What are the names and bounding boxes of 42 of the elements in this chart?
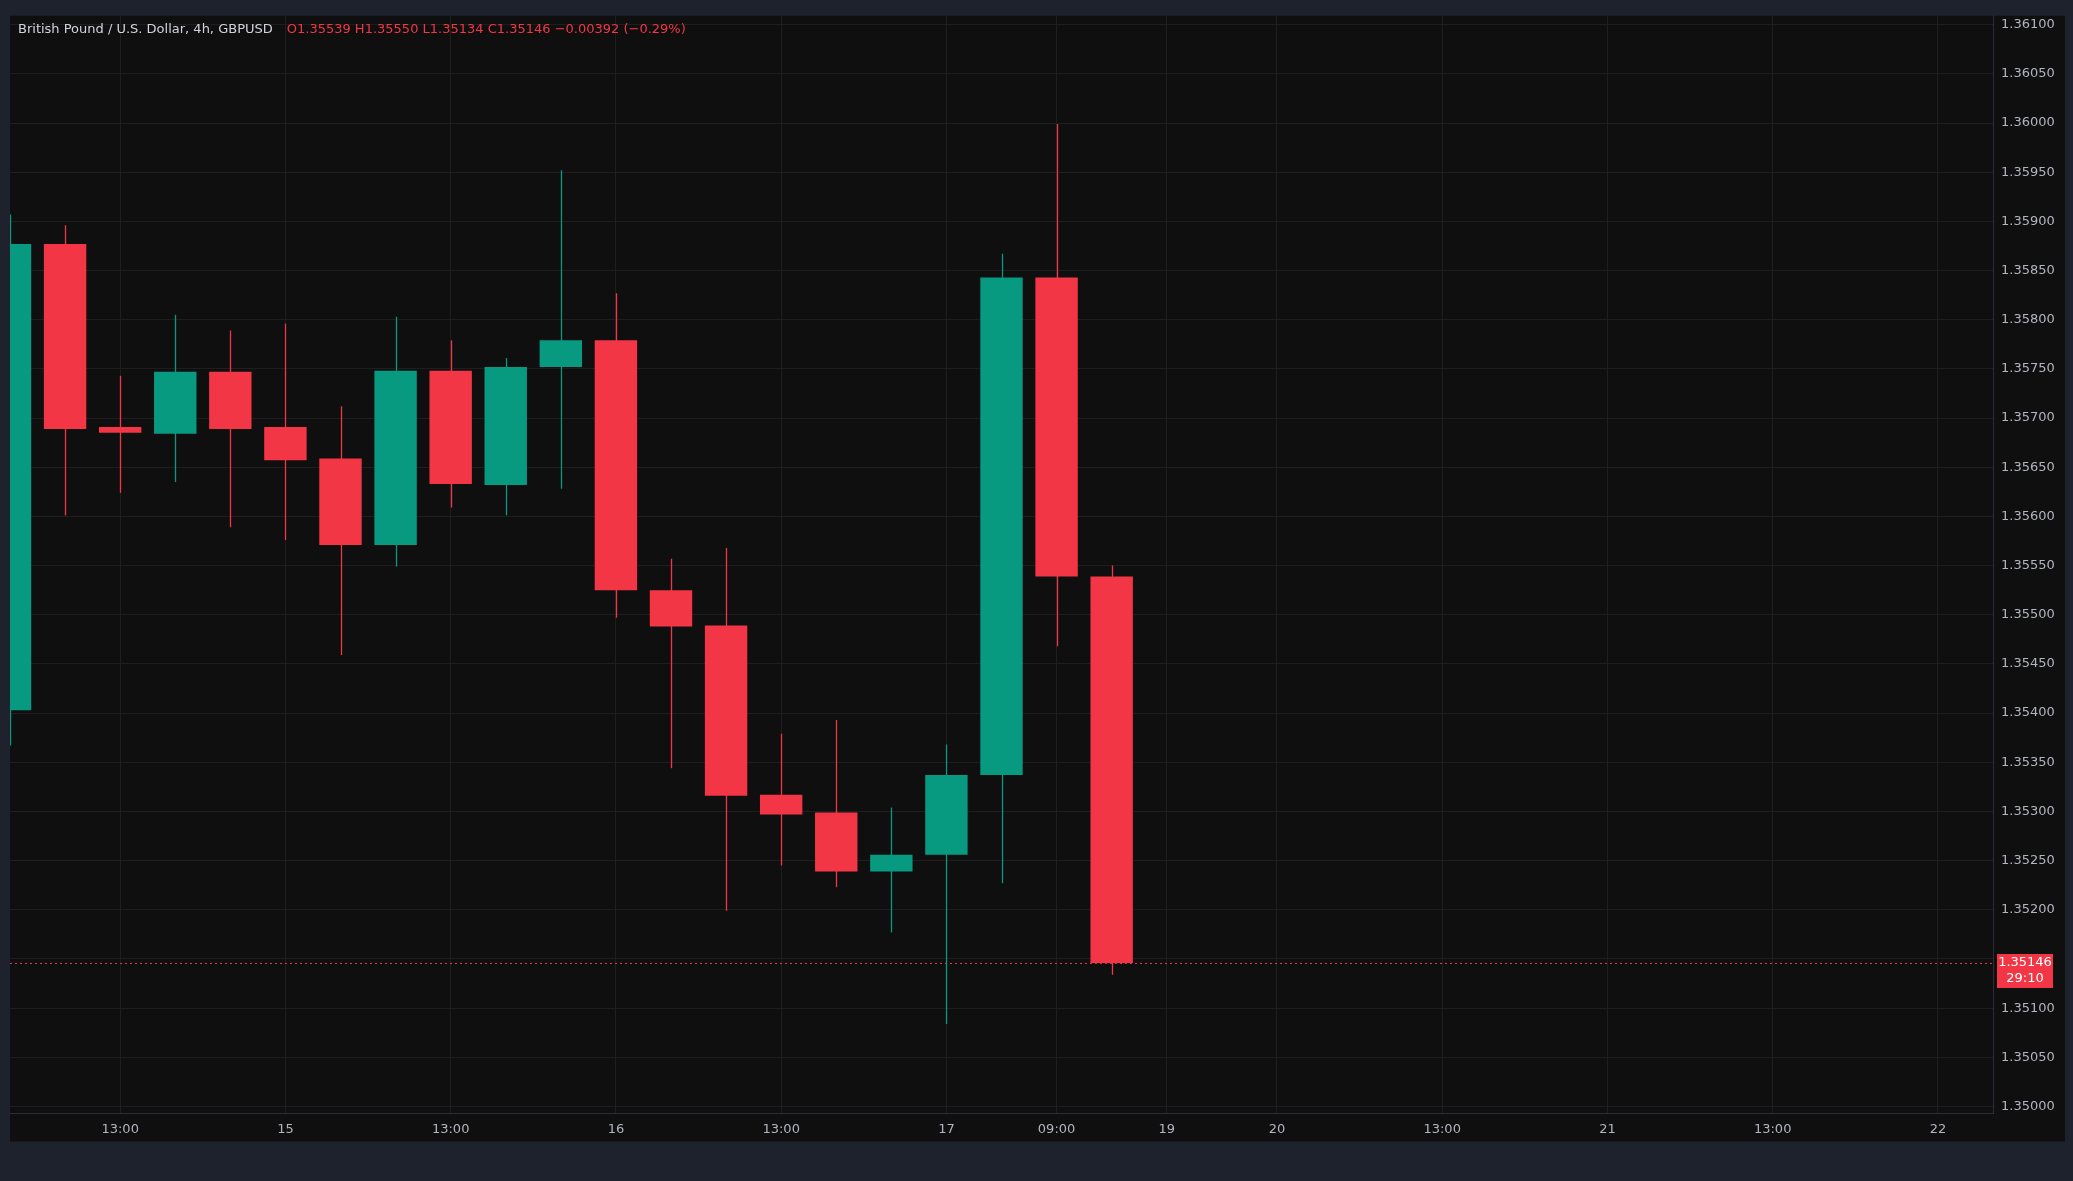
x-tick-label: 13:00 [1423, 1120, 1461, 1136]
ref-line-label: 1.35146 [1998, 954, 2052, 970]
candlestick [98, 375, 142, 494]
x-tick-label: 21 [1599, 1120, 1616, 1136]
x-tick-label: 17 [938, 1120, 955, 1136]
candlestick [539, 169, 583, 490]
y-tick-label: 1.35750 [2001, 360, 2055, 376]
y-tick-label: 1.36000 [2001, 114, 2055, 130]
y-tick-label: 1.36100 [2001, 16, 2055, 32]
y-tick-label: 1.35450 [2001, 655, 2055, 671]
y-tick-label: 1.35500 [2001, 606, 2055, 622]
y-tick-label: 1.35950 [2001, 163, 2055, 179]
x-tick-label: 19 [1158, 1120, 1176, 1136]
y-tick-label: 1.35600 [2001, 507, 2055, 523]
y-tick-label: 1.35650 [2001, 458, 2055, 474]
x-tick-label: 13:00 [1753, 1120, 1792, 1136]
x-tick-label: 16 [607, 1120, 625, 1136]
x-tick-label: 22 [1929, 1120, 1947, 1136]
x-tick-label: 13:00 [762, 1120, 800, 1136]
y-tick-label: 1.35050 [2001, 1048, 2055, 1064]
y-tick-label: 1.35800 [2001, 311, 2055, 327]
y-tick-label: 1.36050 [2001, 65, 2055, 81]
x-tick-label: 13:00 [101, 1120, 139, 1136]
x-tick-label: 09:00 [1037, 1120, 1076, 1136]
y-tick-label: 1.35100 [2001, 999, 2055, 1015]
y-tick-label: 1.35300 [2001, 802, 2055, 818]
y-tick-label: 1.35200 [2001, 901, 2055, 917]
x-tick-label: 13:00 [431, 1120, 470, 1136]
chart-subtitle: O1.35539 H1.35550 L1.35134 C1.35146 −0.00392 (−0.29%) [286, 21, 686, 37]
y-tick-label: 1.35400 [2001, 704, 2055, 720]
x-tick-label: 15 [277, 1120, 294, 1136]
candlestick [870, 806, 913, 934]
y-tick-label: 1.35550 [2001, 556, 2055, 572]
y-tick-label: 1.35900 [2001, 212, 2055, 228]
y-tick-label: 1.35700 [2001, 409, 2055, 425]
chart-title: British Pound / U.S. Dollar, 4h, GBPUSD [18, 21, 273, 37]
x-tick-label: 20 [1268, 1120, 1286, 1136]
y-tick-label: 1.35250 [2001, 852, 2055, 868]
y-tick-label: 1.35000 [2001, 1097, 2055, 1113]
y-tick-label: 1.35850 [2001, 261, 2055, 277]
y-tick-label: 1.35350 [2001, 753, 2055, 769]
text: 29:10 [2006, 970, 2044, 986]
